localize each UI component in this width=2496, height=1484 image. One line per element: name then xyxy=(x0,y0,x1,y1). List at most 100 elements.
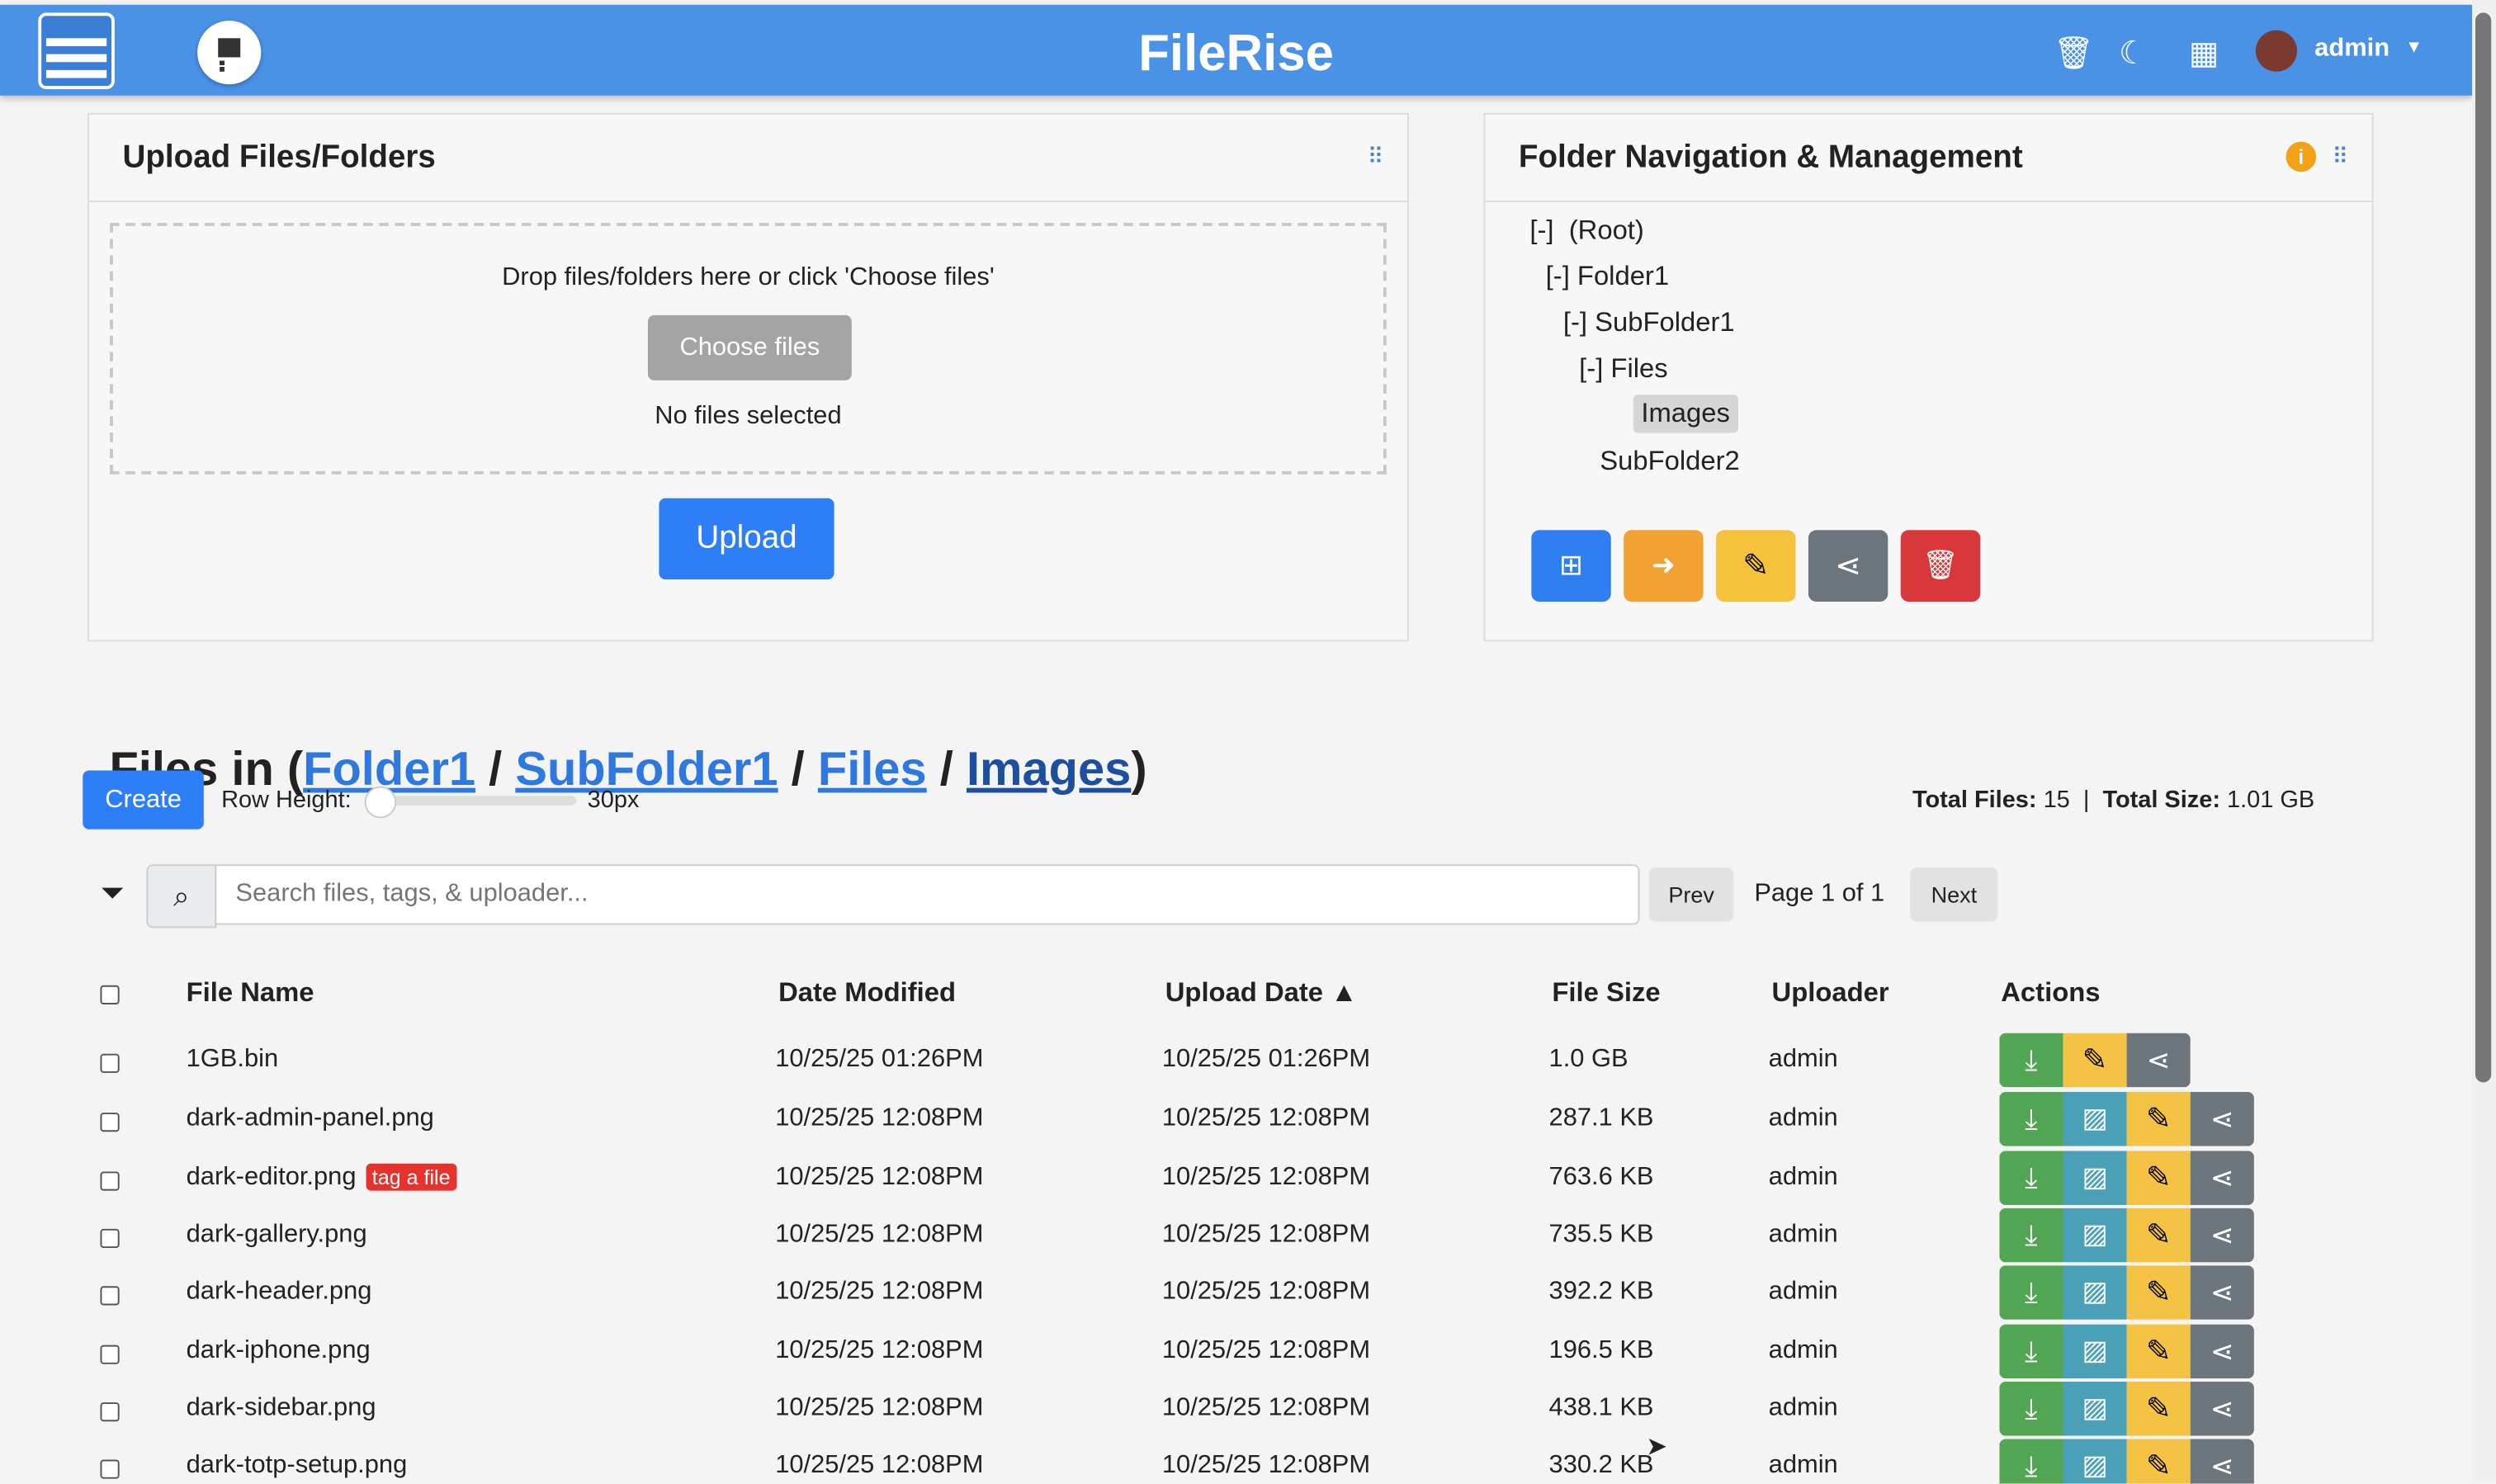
file-name[interactable]: dark-sidebar.png xyxy=(186,1394,376,1422)
grid-icon[interactable]: ▦ xyxy=(2188,36,2219,72)
column-file-name[interactable]: File Name xyxy=(186,977,314,1008)
moon-icon[interactable]: ☾ xyxy=(2118,36,2148,72)
share-button[interactable]: ⋖ xyxy=(2190,1382,2254,1436)
share-button[interactable]: ⋖ xyxy=(2190,1265,2254,1320)
preview-button[interactable]: ▨ xyxy=(2063,1382,2127,1436)
top-header: FileRise 🗑︎ ☾ ▦ admin ▼ xyxy=(0,4,2473,96)
row-checkbox[interactable] xyxy=(100,1345,120,1364)
upload-date: 10/25/25 12:08PM xyxy=(1161,1104,1371,1132)
tree-item-subfolder2[interactable]: SubFolder2 xyxy=(1600,446,1740,476)
select-all-checkbox[interactable] xyxy=(100,985,120,1004)
tree-item-files[interactable]: [-] Files xyxy=(1579,353,1668,384)
edit-button[interactable]: ✎ xyxy=(2126,1265,2191,1320)
row-checkbox[interactable] xyxy=(100,1286,120,1306)
row-checkbox[interactable] xyxy=(100,1113,120,1132)
share-button[interactable]: ⋖ xyxy=(2190,1208,2254,1263)
download-button[interactable]: ⤓ xyxy=(1999,1208,2063,1263)
download-button[interactable]: ⤓ xyxy=(1999,1092,2063,1146)
breadcrumb-files[interactable]: Files xyxy=(817,743,927,796)
download-button[interactable]: ⤓ xyxy=(1999,1439,2063,1484)
slider-thumb[interactable] xyxy=(364,786,397,819)
row-checkbox[interactable] xyxy=(100,1402,120,1422)
file-name[interactable]: dark-header.png xyxy=(186,1278,372,1306)
preview-button[interactable]: ▨ xyxy=(2063,1208,2127,1263)
download-button[interactable]: ⤓ xyxy=(1999,1033,2063,1088)
pencil-icon: ✎ xyxy=(2145,1449,2172,1483)
file-name[interactable]: dark-totp-setup.png xyxy=(186,1451,408,1479)
row-actions: ⤓ ▨ ✎ ⋖ xyxy=(1999,1439,2254,1484)
download-button[interactable]: ⤓ xyxy=(1999,1265,2063,1320)
edit-button[interactable]: ✎ xyxy=(2126,1208,2191,1263)
rename-folder-button[interactable]: ✎ xyxy=(1716,530,1796,603)
preview-button[interactable]: ▨ xyxy=(2063,1265,2127,1320)
tree-item-folder1[interactable]: [-] Folder1 xyxy=(1545,261,1670,291)
file-name[interactable]: dark-gallery.png xyxy=(186,1221,367,1249)
share-button[interactable]: ⋖ xyxy=(2190,1151,2254,1205)
toggle-sidebar-button[interactable] xyxy=(197,21,262,85)
share-button[interactable]: ⋖ xyxy=(2190,1092,2254,1146)
tree-item-root[interactable]: [-] (Root) xyxy=(1529,215,1644,246)
preview-button[interactable]: ▨ xyxy=(2063,1151,2127,1205)
column-uploader[interactable]: Uploader xyxy=(1771,977,1889,1008)
caret-down-icon[interactable]: ▼ xyxy=(2405,38,2423,58)
share-button[interactable]: ⋖ xyxy=(2126,1033,2191,1088)
edit-button[interactable]: ✎ xyxy=(2126,1092,2191,1146)
row-checkbox[interactable] xyxy=(100,1171,120,1191)
share-icon: ⋖ xyxy=(2210,1335,2234,1367)
prev-button[interactable]: Prev xyxy=(1649,867,1734,922)
download-button[interactable]: ⤓ xyxy=(1999,1324,2063,1379)
download-button[interactable]: ⤓ xyxy=(1999,1151,2063,1205)
file-name[interactable]: 1GB.bin xyxy=(186,1046,279,1073)
column-file-size[interactable]: File Size xyxy=(1552,977,1661,1008)
row-actions: ⤓ ▨ ✎ ⋖ xyxy=(1999,1382,2254,1436)
drop-zone[interactable]: Drop files/folders here or click 'Choose… xyxy=(110,223,1387,475)
share-button[interactable]: ⋖ xyxy=(2190,1439,2254,1484)
move-folder-button[interactable]: ➜ xyxy=(1624,530,1704,603)
file-name[interactable]: dark-editor.png tag a file xyxy=(187,1163,457,1193)
column-upload-date[interactable]: Upload Date ▲ xyxy=(1165,977,1358,1008)
file-name[interactable]: dark-admin-panel.png xyxy=(186,1104,434,1132)
drag-handle-icon[interactable]: ⠿ xyxy=(1367,143,1384,169)
create-folder-button[interactable]: ⊞ xyxy=(1531,530,1611,603)
upload-button[interactable]: Upload xyxy=(659,498,834,580)
preview-button[interactable]: ▨ xyxy=(2063,1324,2127,1379)
share-button[interactable]: ⋖ xyxy=(2190,1324,2254,1379)
tree-item-subfolder1[interactable]: [-] SubFolder1 xyxy=(1562,307,1735,338)
next-button[interactable]: Next xyxy=(1910,867,1998,922)
edit-button[interactable]: ✎ xyxy=(2126,1439,2191,1484)
breadcrumb-folder1[interactable]: Folder1 xyxy=(303,743,476,796)
tag-badge[interactable]: tag a file xyxy=(366,1163,457,1191)
preview-button[interactable]: ▨ xyxy=(2063,1439,2127,1484)
edit-button[interactable]: ✎ xyxy=(2126,1151,2191,1205)
download-button[interactable]: ⤓ xyxy=(1999,1382,2063,1436)
uploader: admin xyxy=(1768,1046,1838,1073)
edit-button[interactable]: ✎ xyxy=(2126,1382,2191,1436)
avatar[interactable] xyxy=(2255,30,2297,72)
breadcrumb-subfolder1[interactable]: SubFolder1 xyxy=(515,743,778,796)
trash-icon[interactable]: 🗑︎ xyxy=(2053,36,2094,72)
edit-button[interactable]: ✎ xyxy=(2126,1324,2191,1379)
logo-server-icon[interactable] xyxy=(38,12,115,90)
row-checkbox[interactable] xyxy=(100,1228,120,1249)
share-folder-button[interactable]: ⋖ xyxy=(1808,530,1889,603)
drag-handle-icon[interactable]: ⠿ xyxy=(2332,143,2348,169)
row-height-slider[interactable] xyxy=(364,786,577,819)
date-modified: 10/25/25 12:08PM xyxy=(775,1394,984,1422)
row-checkbox[interactable] xyxy=(100,1459,120,1479)
preview-button[interactable]: ▨ xyxy=(2063,1092,2127,1146)
tree-item-images[interactable]: Images xyxy=(1633,395,1738,433)
row-checkbox[interactable] xyxy=(100,1053,120,1073)
edit-button[interactable]: ✎ xyxy=(2063,1033,2127,1088)
breadcrumb-images[interactable]: Images xyxy=(966,743,1132,796)
scrollbar[interactable] xyxy=(2472,0,2496,1484)
delete-folder-button[interactable]: 🗑︎ xyxy=(1900,530,1981,603)
share-icon: ⋖ xyxy=(1834,549,1862,584)
column-date-modified[interactable]: Date Modified xyxy=(778,977,957,1008)
filter-icon[interactable]: ⏷ xyxy=(100,877,125,911)
choose-files-button[interactable]: Choose files xyxy=(647,314,852,380)
search-input[interactable] xyxy=(215,864,1640,925)
create-button[interactable]: Create xyxy=(83,770,204,829)
user-menu[interactable]: admin xyxy=(2314,35,2390,63)
file-name[interactable]: dark-iphone.png xyxy=(186,1337,371,1364)
info-icon[interactable]: i xyxy=(2286,141,2317,173)
